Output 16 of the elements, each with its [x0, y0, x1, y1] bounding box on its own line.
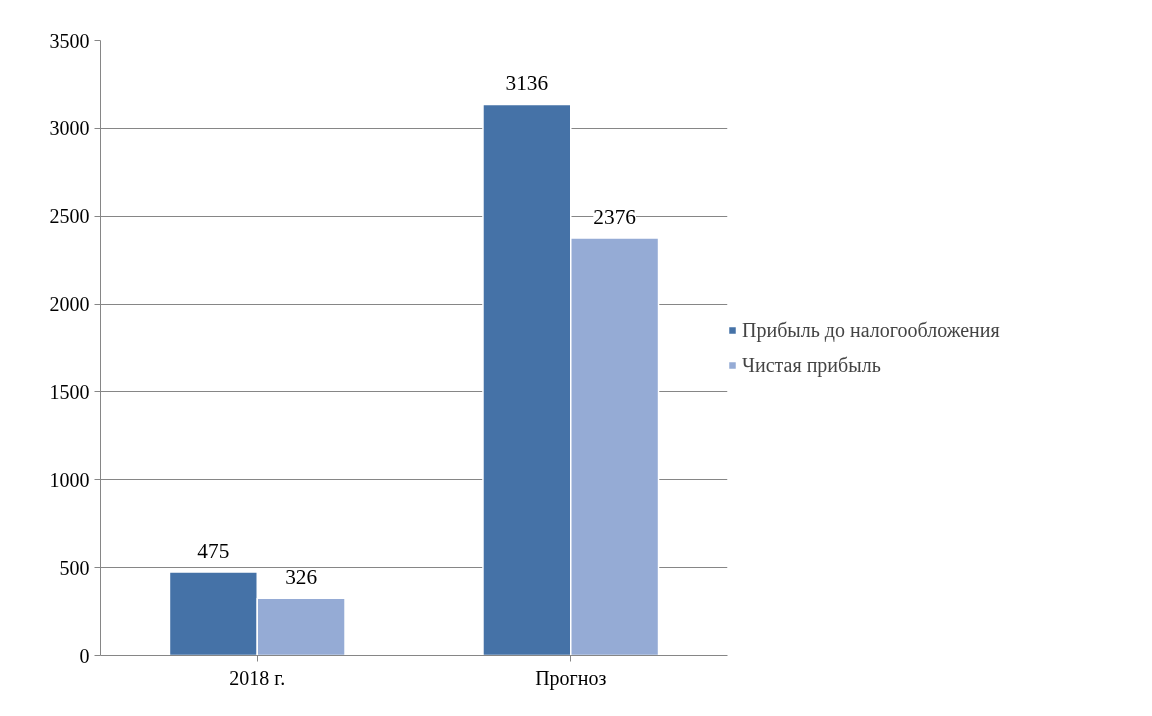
y-tick-label: 2500 [49, 205, 90, 228]
y-tick-label: 1000 [49, 468, 90, 491]
legend-label: Прибыль до налогообложения [742, 318, 1000, 342]
y-tick-label: 3000 [49, 117, 90, 140]
data-label: 326 [285, 565, 318, 590]
y-tick-label: 1500 [49, 380, 90, 403]
y-tick-label: 2000 [49, 293, 90, 316]
data-label: 2376 [593, 205, 637, 229]
y-tick-label: 3500 [49, 29, 90, 52]
y-tick-label: 0 [79, 644, 90, 667]
x-tick-label: 2018 г. [229, 666, 286, 689]
legend-label: Чистая прибыль [742, 353, 881, 377]
data-label: 3136 [505, 71, 549, 96]
data-label: 475 [197, 539, 230, 564]
x-tick-label: Прогноз [535, 666, 607, 690]
y-tick-label: 500 [59, 556, 90, 579]
